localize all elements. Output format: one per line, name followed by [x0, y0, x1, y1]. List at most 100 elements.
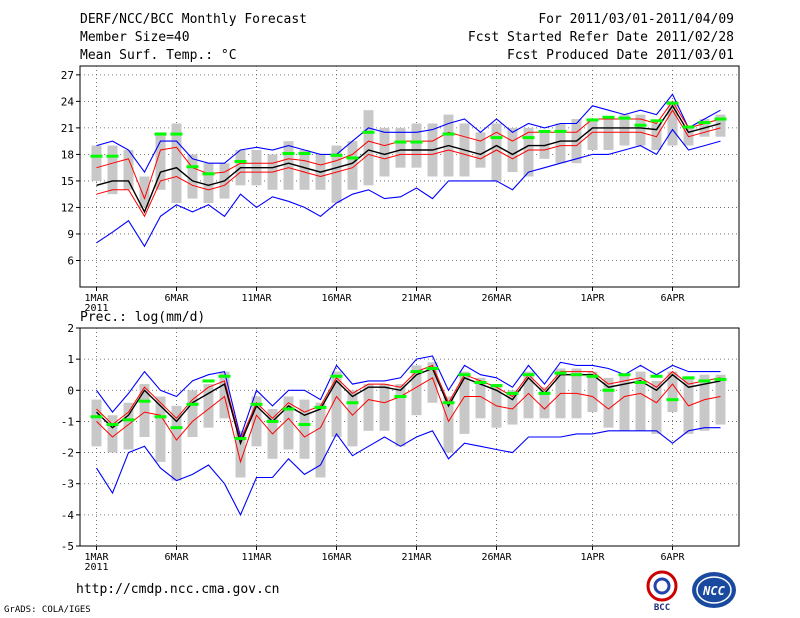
prec-spread-box: [443, 396, 454, 453]
prec-ytick-label: -4: [61, 509, 75, 522]
temp-spread-box: [715, 114, 726, 137]
source-url[interactable]: http://cmdp.ncc.cma.gov.cn: [76, 582, 280, 597]
prec-ytick-label: 0: [67, 384, 74, 397]
prec-spread-box: [299, 399, 310, 459]
temp-xtick-label: 11MAR: [241, 293, 272, 304]
temp-obs-marker: [298, 152, 311, 156]
prec-xtick-label: 6APR: [660, 552, 685, 563]
prec-obs-marker: [698, 379, 711, 383]
temp-ytick-label: 15: [61, 175, 74, 188]
temp-obs-marker: [90, 154, 103, 158]
temp-year-label: 2011: [84, 303, 108, 314]
prec-spread-box: [411, 365, 422, 416]
prec-xtick-label: 1MAR: [84, 552, 109, 563]
temp-obs-marker: [410, 140, 423, 144]
prec-obs-marker: [298, 423, 311, 427]
temp-xtick-label: 16MAR: [321, 293, 352, 304]
temp-xtick-label: 6APR: [660, 293, 685, 304]
prec-year-label: 2011: [84, 562, 108, 573]
temp-obs-marker: [602, 115, 615, 119]
prec-obs-marker: [490, 384, 503, 388]
temp-spread-box: [667, 101, 678, 146]
chart-title: DERF/NCC/BCC Monthly Forecast: [80, 12, 307, 27]
prec-panel-title: Prec.: log(mm/d): [80, 310, 206, 325]
prec-obs-marker: [474, 381, 487, 384]
prec-obs-marker: [602, 388, 615, 392]
prec-obs-marker: [538, 391, 551, 395]
temp-obs-marker: [170, 132, 183, 136]
prec-obs-marker: [666, 398, 679, 402]
temp-ytick-label: 27: [61, 69, 74, 82]
prec-obs-marker: [346, 401, 359, 405]
logo-group: BCC NCC: [646, 570, 736, 613]
temp-ytick-label: 6: [67, 254, 74, 267]
prec-obs-marker: [106, 423, 119, 427]
temp-xtick-label: 21MAR: [401, 293, 432, 304]
temp-spread-box: [187, 154, 198, 199]
temp-upper-line: [96, 100, 721, 201]
bcc-logo: BCC: [646, 570, 678, 613]
temp-mean-line: [96, 104, 721, 214]
temp-spread-box: [523, 127, 534, 177]
temp-spread-box: [635, 114, 646, 146]
bcc-logo-text: BCC: [654, 603, 670, 613]
temp-xtick-label: 26MAR: [481, 293, 512, 304]
temp-spread-box: [123, 149, 134, 190]
prec-spread-box: [123, 402, 134, 450]
prec-obs-marker: [90, 415, 103, 419]
prec-spread-box: [219, 371, 230, 419]
temp-spread-box: [555, 123, 566, 164]
temp-panel-title: Mean Surf. Temp.: °C: [80, 48, 237, 63]
grads-credit: GrADS: COLA/IGES: [4, 605, 91, 615]
temp-obs-marker: [490, 136, 503, 140]
temp-spread-box: [411, 123, 422, 168]
temp-spread-box: [603, 119, 614, 150]
temp-spread-box: [475, 132, 486, 168]
temp-obs-marker: [666, 101, 679, 105]
ncc-logo-text: NCC: [702, 584, 725, 598]
temp-obs-marker: [202, 172, 215, 176]
prec-spread-box: [507, 390, 518, 425]
prec-spread-box: [331, 371, 342, 437]
temp-obs-marker: [186, 165, 199, 169]
prec-spread-box: [347, 390, 358, 447]
temp-obs-marker: [346, 156, 359, 160]
temp-obs-marker: [234, 159, 247, 163]
prec-spread-box: [619, 374, 630, 431]
prec-obs-marker: [650, 374, 663, 378]
prec-obs-marker: [234, 437, 247, 441]
prec-obs-marker: [682, 376, 695, 380]
prec-upper-line: [96, 364, 721, 442]
temp-spread-box: [171, 123, 182, 204]
temp-obs-marker: [554, 129, 567, 133]
prec-spread-box: [283, 396, 294, 450]
prec-obs-marker: [282, 407, 295, 411]
prec-spread-box: [315, 402, 326, 478]
prec-obs-marker: [426, 366, 439, 370]
prec-spread-box: [155, 396, 166, 462]
temp-spread-box: [139, 176, 150, 208]
temp-ytick-label: 21: [61, 122, 74, 135]
temp-spread-box: [395, 127, 406, 168]
temp-spread-box: [107, 145, 118, 195]
temp-xtick-label: 1APR: [580, 293, 605, 304]
prec-obs-marker: [170, 426, 183, 430]
prec-spread-box: [203, 384, 214, 428]
prec-obs-marker: [522, 373, 535, 377]
prec-obs-marker: [618, 373, 631, 377]
temp-obs-marker: [106, 154, 119, 158]
temp-ytick-label: 18: [61, 148, 74, 161]
prec-spread-box: [379, 384, 390, 431]
prec-spread-box: [667, 371, 678, 413]
temp-obs-marker: [442, 132, 455, 136]
temp-spread-box: [363, 110, 374, 186]
prec-spread-box: [475, 377, 486, 419]
prec-obs-marker: [154, 415, 167, 419]
temp-panel: 6 9 12 15 18 21 24 27 1MAR 6MAR 11MAR 16MAR 21MAR 26M…: [61, 65, 740, 314]
temp-obs-marker: [522, 136, 535, 140]
temp-spread-box: [203, 163, 214, 204]
prec-spread-box: [139, 384, 150, 437]
prec-obs-marker: [570, 373, 583, 377]
prec-mean-line: [96, 367, 721, 446]
temp-obs-marker: [650, 119, 663, 123]
